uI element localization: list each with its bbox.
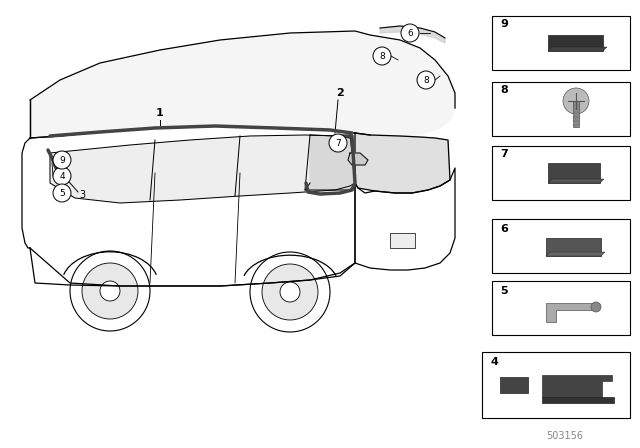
- Bar: [546, 238, 601, 256]
- Bar: [482, 352, 630, 418]
- Polygon shape: [355, 168, 455, 270]
- Polygon shape: [30, 126, 355, 286]
- Bar: [548, 163, 600, 183]
- Circle shape: [280, 282, 300, 302]
- Polygon shape: [548, 179, 604, 183]
- Text: 7: 7: [500, 149, 508, 159]
- Text: 7: 7: [335, 138, 341, 147]
- Circle shape: [82, 263, 138, 319]
- Text: 6: 6: [407, 29, 413, 38]
- Text: 503156: 503156: [547, 431, 584, 441]
- Text: 6: 6: [500, 224, 508, 234]
- Bar: [573, 101, 579, 127]
- Circle shape: [373, 47, 391, 65]
- Text: 4: 4: [59, 172, 65, 181]
- Polygon shape: [548, 47, 607, 51]
- Circle shape: [262, 264, 318, 320]
- Polygon shape: [30, 33, 455, 282]
- Polygon shape: [355, 133, 450, 193]
- Polygon shape: [542, 397, 614, 403]
- Bar: [492, 146, 630, 200]
- Circle shape: [53, 167, 71, 185]
- Polygon shape: [30, 31, 455, 138]
- Polygon shape: [542, 375, 612, 397]
- Polygon shape: [305, 135, 355, 190]
- Circle shape: [563, 88, 589, 114]
- Circle shape: [417, 71, 435, 89]
- Polygon shape: [348, 153, 368, 165]
- Bar: [390, 233, 415, 248]
- Bar: [548, 35, 603, 51]
- Bar: [492, 82, 630, 136]
- Bar: [492, 219, 630, 273]
- Bar: [492, 281, 630, 335]
- Text: 3: 3: [79, 190, 85, 200]
- Text: 2: 2: [336, 88, 344, 98]
- Circle shape: [53, 184, 71, 202]
- Text: 9: 9: [59, 155, 65, 164]
- Circle shape: [100, 281, 120, 301]
- Polygon shape: [50, 135, 355, 203]
- Circle shape: [53, 151, 71, 169]
- Circle shape: [401, 24, 419, 42]
- Text: 8: 8: [500, 85, 508, 95]
- Circle shape: [329, 134, 347, 152]
- Bar: [492, 16, 630, 70]
- Text: 1: 1: [156, 108, 164, 118]
- Text: 8: 8: [379, 52, 385, 60]
- Circle shape: [70, 251, 150, 331]
- Polygon shape: [546, 303, 596, 322]
- Text: 5: 5: [500, 286, 508, 296]
- Circle shape: [591, 302, 601, 312]
- Text: 9: 9: [500, 19, 508, 29]
- Text: 4: 4: [490, 357, 498, 367]
- Polygon shape: [380, 26, 445, 43]
- Text: 5: 5: [59, 189, 65, 198]
- Text: 8: 8: [423, 76, 429, 85]
- Polygon shape: [546, 252, 605, 256]
- Circle shape: [250, 252, 330, 332]
- Bar: [500, 377, 528, 393]
